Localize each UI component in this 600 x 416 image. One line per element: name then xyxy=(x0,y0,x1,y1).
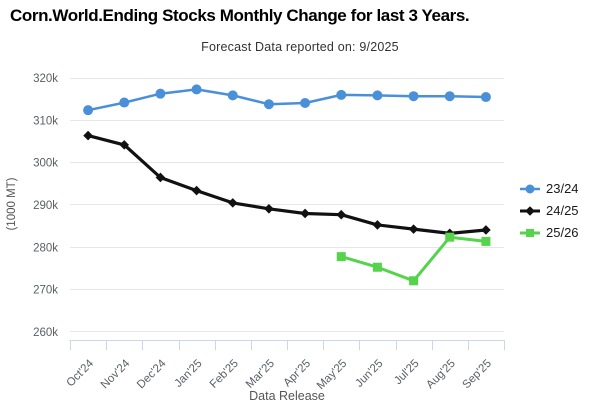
data-point[interactable] xyxy=(264,204,274,214)
circle-marker-icon xyxy=(520,184,540,193)
legend-item-25-26[interactable]: 25/26 xyxy=(519,225,579,240)
x-tick-label: Nov'24 xyxy=(99,357,133,391)
y-tick-label: 300k xyxy=(33,158,58,170)
data-point[interactable] xyxy=(372,220,383,230)
data-point[interactable] xyxy=(119,97,130,108)
x-tick-label: Aug'25 xyxy=(424,358,458,392)
data-point[interactable] xyxy=(408,224,419,234)
y-axis-title: (1000 MT) xyxy=(6,177,18,231)
data-point[interactable] xyxy=(300,97,311,108)
x-tick-label: Dec'24 xyxy=(135,357,169,391)
data-point[interactable] xyxy=(155,172,166,183)
x-tick-label: Jun'25 xyxy=(353,358,385,390)
series-24-25 xyxy=(83,130,491,239)
data-point[interactable] xyxy=(480,92,491,103)
x-tick-label: Sep'25 xyxy=(460,358,494,392)
data-point[interactable] xyxy=(336,89,347,100)
data-point[interactable] xyxy=(227,198,238,208)
data-point[interactable] xyxy=(409,276,419,286)
x-axis-title: Data Release xyxy=(249,389,325,403)
legend-item-24-25[interactable]: 24/25 xyxy=(519,203,579,218)
x-axis-tick-labels: Oct'24 Nov'24 Dec'24 Jan'25 Feb'25 Mar'25 Apr'… xyxy=(64,357,494,392)
data-point[interactable] xyxy=(191,84,202,95)
legend-item-23-24[interactable]: 23/24 xyxy=(519,181,579,196)
data-point[interactable] xyxy=(119,140,130,150)
legend-label: 25/26 xyxy=(546,225,579,240)
y-tick-label: 320k xyxy=(33,73,58,85)
square-marker-icon xyxy=(520,228,540,237)
data-point[interactable] xyxy=(191,185,202,196)
data-point[interactable] xyxy=(83,130,93,141)
chart-subtitle: Forecast Data reported on: 9/2025 xyxy=(201,40,399,54)
x-tick-label: Jul'25 xyxy=(392,358,421,387)
data-point[interactable] xyxy=(372,90,383,101)
data-point[interactable] xyxy=(227,90,238,101)
data-point[interactable] xyxy=(481,236,491,246)
legend-label: 24/25 xyxy=(546,203,579,218)
data-point[interactable] xyxy=(336,209,347,220)
gridlines xyxy=(70,78,504,332)
y-tick-label: 290k xyxy=(33,200,58,212)
data-point[interactable] xyxy=(336,252,346,262)
y-tick-label: 280k xyxy=(33,242,58,254)
data-point[interactable] xyxy=(481,225,491,235)
data-point[interactable] xyxy=(444,91,455,102)
x-tick-label: Jan'25 xyxy=(173,358,205,390)
x-axis xyxy=(69,340,505,350)
y-axis-tick-labels: 260k 270k 280k 290k 300k 310k 320k xyxy=(33,73,58,339)
y-tick-label: 310k xyxy=(33,115,58,127)
data-point[interactable] xyxy=(83,105,94,116)
data-point[interactable] xyxy=(300,208,310,219)
chart-title: Corn.World.Ending Stocks Monthly Change … xyxy=(10,6,470,25)
series-25-26 xyxy=(336,232,491,286)
x-tick-label: Apr'25 xyxy=(281,358,313,390)
data-point[interactable] xyxy=(263,99,274,110)
data-point[interactable] xyxy=(155,88,166,99)
data-point[interactable] xyxy=(445,232,455,242)
x-tick-label: May'25 xyxy=(315,358,349,392)
legend-label: 23/24 xyxy=(546,181,579,196)
y-tick-label: 260k xyxy=(33,327,58,339)
data-point[interactable] xyxy=(408,91,419,102)
series-23-24 xyxy=(83,84,491,116)
legend: 23/24 24/25 25/26 xyxy=(519,181,579,247)
x-tick-label: Feb'25 xyxy=(208,358,241,391)
x-tick-label: Oct'24 xyxy=(64,357,96,389)
x-tick-label: Mar'25 xyxy=(244,358,277,391)
diamond-marker-icon xyxy=(520,205,540,216)
data-point[interactable] xyxy=(372,262,382,272)
y-tick-label: 270k xyxy=(33,285,58,297)
